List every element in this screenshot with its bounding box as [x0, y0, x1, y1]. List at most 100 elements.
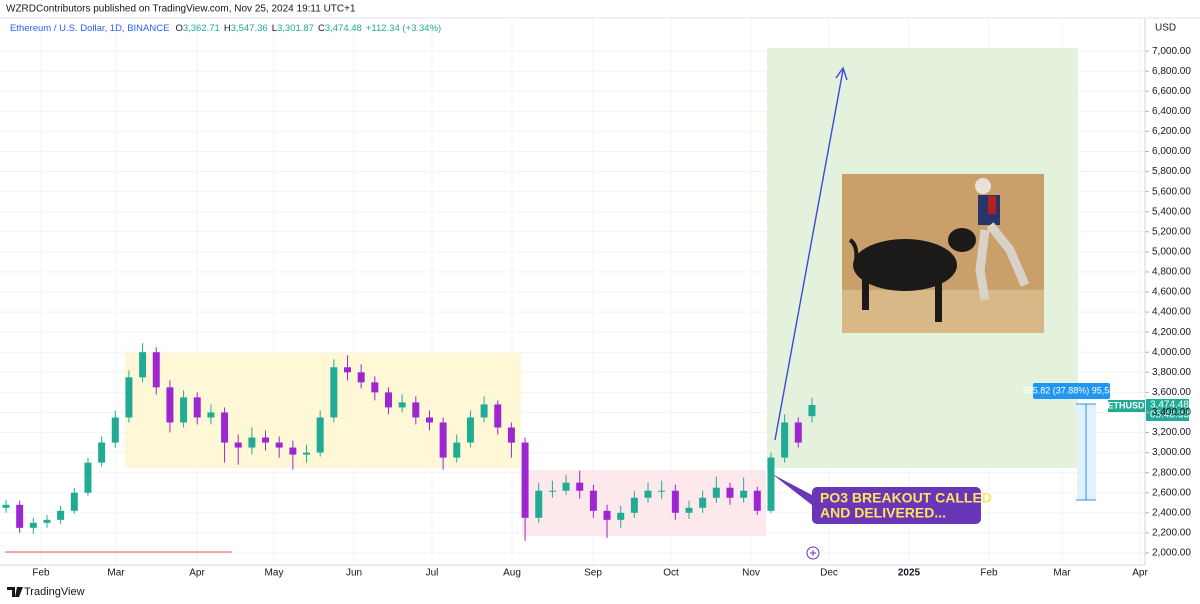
projection-arrow — [774, 69, 844, 441]
candle-body — [262, 437, 270, 443]
y-tick-label: 6,600.00 — [1152, 86, 1191, 97]
candle-body — [330, 367, 338, 418]
add-icon — [810, 550, 816, 556]
callout-line: PO3 BREAKOUT CALLED — [820, 490, 992, 506]
candle-body — [658, 490, 666, 492]
candle-body — [111, 417, 119, 443]
candle-body — [398, 402, 406, 408]
candle-body — [617, 512, 625, 520]
x-tick-label: May — [265, 568, 284, 579]
candle-body — [152, 352, 160, 388]
candle-body — [671, 490, 679, 513]
x-tick-label: Feb — [980, 568, 998, 579]
x-tick-label: Nov — [742, 568, 760, 579]
legend-key: O — [175, 23, 182, 34]
countdown-text: 05:48:33 — [1150, 410, 1189, 421]
candle-body — [576, 482, 584, 491]
candle-body — [125, 377, 133, 418]
symbol-legend: Ethereum / U.S. Dollar, 1D, BINANCE O3,36… — [10, 23, 441, 34]
candle-body — [753, 490, 761, 511]
x-tick-label: Aug — [503, 568, 521, 579]
candle-body — [589, 490, 597, 511]
x-tick-label: Mar — [1053, 568, 1071, 579]
callout-line: AND DELIVERED... — [820, 505, 946, 521]
candle-body — [221, 412, 229, 443]
candle-body — [207, 412, 215, 418]
candle-body — [740, 490, 748, 498]
candle-body — [603, 510, 611, 520]
symbol-name: Ethereum / U.S. Dollar, 1D, BINANCE — [10, 23, 169, 34]
candle-body — [303, 452, 311, 455]
x-tick-label: Jul — [426, 568, 439, 579]
x-tick-label: Sep — [584, 568, 602, 579]
candle-body — [521, 442, 529, 518]
candle-body — [43, 519, 51, 523]
candle-body — [275, 442, 283, 448]
y-tick-label: 5,800.00 — [1152, 166, 1191, 177]
y-tick-label: 5,600.00 — [1152, 186, 1191, 197]
measure-label: 955.82 (37.88%) 95,582 — [1023, 385, 1120, 395]
candle-body — [16, 504, 24, 528]
bull-photo — [842, 174, 1044, 333]
x-tick-label: Oct — [663, 568, 679, 579]
x-tick-label: 2025 — [898, 568, 921, 579]
x-tick-label: Apr — [189, 568, 205, 579]
candle-body — [425, 417, 433, 423]
candle-body — [98, 442, 106, 463]
y-tick-label: 2,400.00 — [1152, 507, 1191, 518]
y-tick-label: 2,200.00 — [1152, 528, 1191, 539]
candle-body — [480, 404, 488, 418]
y-tick-label: 3,000.00 — [1152, 447, 1191, 458]
legend-change: +112.34 (+3.34%) — [366, 23, 441, 34]
candle-body — [562, 482, 570, 491]
candle-body — [685, 507, 693, 513]
candle-body — [412, 402, 420, 418]
publisher-line: WZRDContributors published on TradingVie… — [6, 4, 356, 15]
legend-key: H — [224, 23, 231, 34]
candle-body — [344, 367, 351, 373]
candle-body — [808, 404, 816, 417]
symbol-tag-text: ETHUSD — [1107, 400, 1145, 410]
candle-body — [289, 447, 297, 455]
arrow-head — [835, 66, 848, 81]
candles — [2, 343, 816, 541]
y-tick-label: 4,800.00 — [1152, 267, 1191, 278]
legend-value: 3,362.71 — [183, 23, 220, 34]
candle-body — [439, 422, 447, 458]
y-tick-label: 6,000.00 — [1152, 146, 1191, 157]
callout-pointer — [772, 474, 812, 505]
candle-body — [767, 457, 775, 511]
y-tick-label: 4,200.00 — [1152, 327, 1191, 338]
candle-body — [494, 404, 502, 428]
candle-body — [57, 510, 65, 520]
y-tick-label: 2,000.00 — [1152, 548, 1191, 559]
callout-box — [812, 487, 981, 524]
y-tick-label: 4,600.00 — [1152, 287, 1191, 298]
legend-value: 3,474.48 — [325, 23, 362, 34]
y-tick-label: 5,000.00 — [1152, 246, 1191, 257]
candle-body — [453, 442, 461, 458]
y-tick-label: 6,200.00 — [1152, 126, 1191, 137]
y-tick-label: 3,400.00 — [1152, 407, 1191, 418]
candle-body — [70, 492, 78, 511]
y-tick-label: 6,400.00 — [1152, 106, 1191, 117]
candle-body — [794, 422, 802, 443]
candle-body — [712, 487, 720, 498]
y-tick-label: 5,200.00 — [1152, 226, 1191, 237]
candle-body — [699, 497, 707, 508]
x-tick-label: Feb — [32, 568, 50, 579]
y-tick-label: 2,800.00 — [1152, 467, 1191, 478]
candle-body — [644, 490, 652, 498]
currency: USD — [1155, 23, 1176, 34]
candle-body — [248, 437, 256, 448]
candle-body — [139, 352, 147, 378]
candle-body — [2, 504, 10, 508]
candle-body — [548, 490, 556, 492]
candle-body — [371, 382, 379, 393]
candle-body — [193, 397, 201, 418]
candle-body — [180, 397, 188, 423]
candle-body — [384, 392, 392, 408]
candle-body — [630, 497, 638, 513]
brand-name: TradingView — [24, 586, 85, 598]
